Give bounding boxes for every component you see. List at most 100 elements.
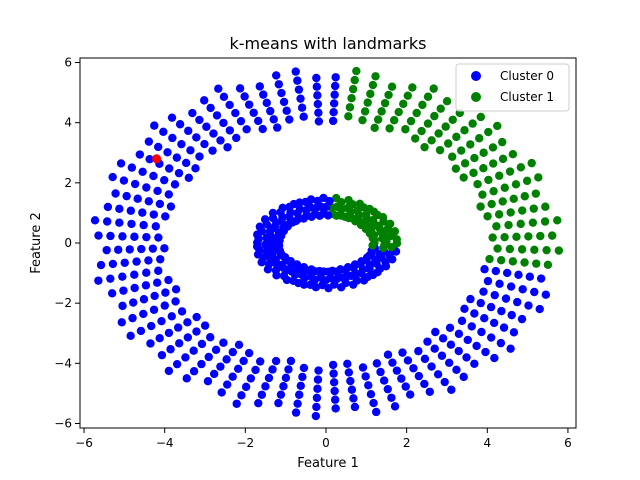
- outer-ring-point: [211, 345, 221, 355]
- outer-ring-point: [314, 366, 323, 375]
- outer-ring-point: [509, 194, 518, 204]
- outer-ring-point: [192, 312, 201, 322]
- outer-ring-point: [214, 84, 223, 93]
- outer-ring-point: [136, 326, 146, 336]
- x-tick-label: −2: [236, 436, 254, 450]
- outer-ring-point: [344, 368, 354, 377]
- outer-ring-point: [346, 376, 355, 386]
- outer-ring-point: [349, 394, 358, 403]
- outer-ring-point: [530, 245, 539, 254]
- outer-ring-point: [542, 245, 551, 255]
- outer-ring-point: [174, 339, 184, 348]
- outer-ring-point: [173, 323, 183, 332]
- outer-ring-point: [384, 90, 393, 100]
- outer-ring-point: [436, 104, 445, 113]
- outer-ring-point: [208, 146, 217, 155]
- outer-ring-point: [294, 85, 304, 94]
- outer-ring-point: [532, 259, 541, 268]
- outer-ring-point: [427, 136, 436, 145]
- outer-ring-point: [536, 231, 545, 241]
- outer-ring-point: [160, 244, 169, 253]
- outer-ring-point: [177, 307, 187, 316]
- outer-ring-point: [466, 140, 475, 149]
- outer-ring-point: [494, 210, 504, 219]
- outer-ring-point: [219, 338, 228, 347]
- outer-ring-point: [472, 341, 481, 351]
- outer-ring-point: [547, 231, 557, 240]
- outer-ring-point: [271, 356, 281, 366]
- outer-ring-point: [529, 204, 538, 213]
- outer-ring-point: [314, 117, 324, 126]
- outer-ring-point: [392, 366, 402, 375]
- outer-ring-point: [164, 190, 174, 199]
- outer-ring-point: [264, 373, 274, 383]
- outer-ring-point: [348, 84, 358, 94]
- outer-ring-point: [130, 179, 140, 189]
- inner-ring-point: [355, 199, 365, 209]
- outer-ring-point: [246, 374, 256, 383]
- outer-ring-point: [512, 232, 521, 241]
- outer-ring-point: [350, 75, 359, 85]
- outer-ring-point: [536, 274, 546, 283]
- landmark-point: [152, 154, 162, 164]
- outer-ring-point: [216, 136, 225, 145]
- outer-ring-point: [441, 122, 450, 131]
- inner-ring-point: [311, 283, 321, 292]
- outer-ring-point: [139, 295, 149, 304]
- outer-ring-point: [106, 231, 115, 241]
- y-axis-label: Feature 2: [29, 212, 44, 274]
- outer-ring-point: [200, 321, 210, 330]
- outer-ring-point: [103, 202, 113, 212]
- outer-ring-point: [420, 354, 430, 364]
- outer-ring-point: [462, 353, 471, 362]
- outer-ring-point: [525, 272, 535, 281]
- outer-ring-point: [160, 175, 169, 185]
- outer-ring-point: [141, 281, 151, 290]
- outer-ring-point: [479, 287, 488, 296]
- outer-ring-point: [444, 358, 454, 367]
- outer-ring-point: [514, 270, 523, 280]
- outer-ring-point: [235, 84, 245, 93]
- outer-ring-point: [175, 120, 185, 129]
- outer-ring-point: [138, 167, 147, 176]
- outer-ring-point: [249, 108, 258, 117]
- outer-ring-point: [520, 258, 529, 267]
- outer-ring-point: [493, 121, 502, 131]
- outer-ring-point: [389, 116, 399, 125]
- x-axis-label: Feature 1: [297, 456, 359, 471]
- outer-ring-point: [438, 334, 448, 343]
- outer-ring-point: [488, 143, 498, 152]
- outer-ring-point: [414, 346, 423, 356]
- outer-ring-point: [147, 321, 156, 331]
- outer-ring-point: [513, 297, 522, 307]
- outer-ring-point: [452, 365, 461, 375]
- inner-ring-point: [365, 260, 374, 269]
- outer-ring-point: [505, 244, 515, 254]
- outer-ring-point: [115, 204, 124, 214]
- x-axis-ticks: −6 −4 −2 0 2 4 6: [75, 428, 572, 450]
- outer-ring-point: [553, 216, 562, 225]
- outer-ring-point: [508, 257, 518, 266]
- outer-ring-point: [394, 107, 403, 117]
- outer-ring-point: [425, 387, 434, 396]
- outer-ring-point: [240, 92, 249, 101]
- outer-ring-point: [204, 352, 213, 362]
- outer-ring-point: [234, 340, 244, 350]
- outer-ring-point: [343, 359, 352, 369]
- outer-ring-point: [500, 232, 509, 242]
- outer-ring-point: [296, 381, 305, 391]
- outer-ring-point: [253, 116, 263, 126]
- y-tick-label: −4: [54, 356, 72, 370]
- outer-ring-point: [405, 390, 415, 399]
- outer-ring-point: [155, 199, 165, 209]
- outer-ring-point: [423, 119, 433, 128]
- outer-ring-point: [460, 304, 469, 314]
- outer-ring-point: [522, 176, 532, 186]
- outer-ring-point: [406, 116, 416, 126]
- outer-ring-point: [184, 173, 194, 183]
- x-tick-label: 0: [322, 436, 330, 450]
- outer-ring-point: [282, 106, 291, 115]
- outer-ring-point: [398, 348, 407, 357]
- outer-ring-point: [311, 411, 321, 421]
- outer-ring-point: [127, 219, 136, 229]
